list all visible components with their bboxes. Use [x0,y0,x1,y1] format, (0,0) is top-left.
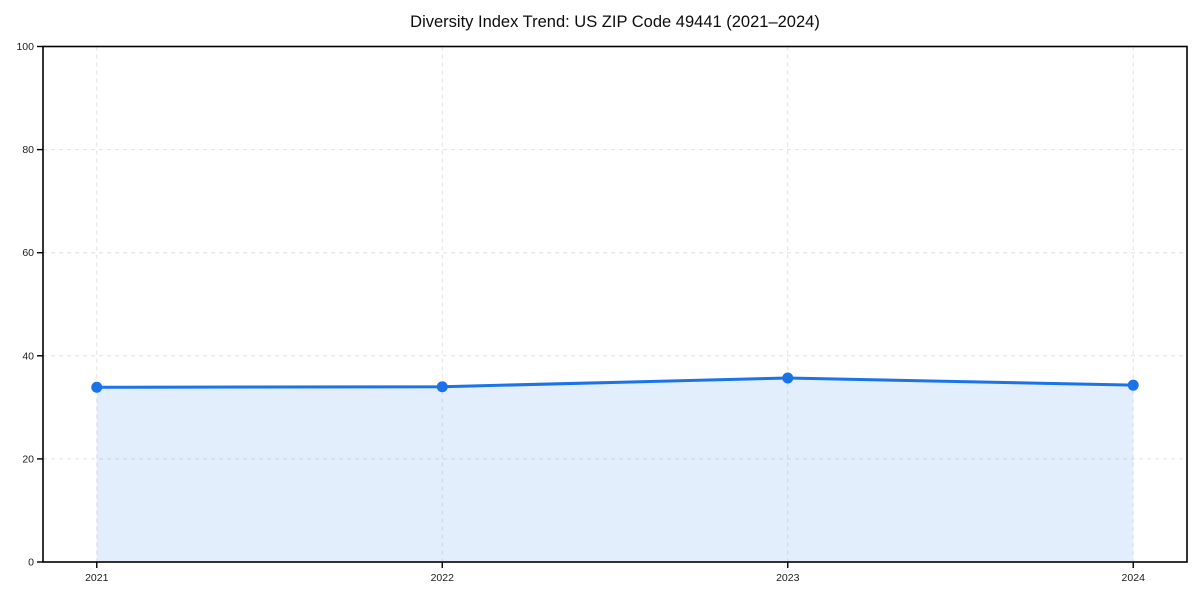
x-tick-label: 2022 [431,572,455,584]
data-point-2022 [436,381,448,393]
y-tick-label: 80 [22,144,34,156]
area-fill [96,377,1134,562]
x-tick-label: 2024 [1122,572,1146,584]
tick-marks-layer [37,45,1134,568]
y-tick-label: 0 [28,557,34,569]
data-point-2021 [91,381,103,393]
y-tick-label: 40 [22,350,34,362]
chart-title: Diversity Index Trend: US ZIP Code 49441… [410,13,820,31]
trend-line [95,376,1135,389]
axes-frame [42,45,1188,563]
y-tick-label: 20 [22,453,34,465]
x-tick-label: 2021 [85,572,109,584]
data-points-layer [91,372,1139,393]
data-point-2024 [1127,379,1139,391]
x-tick-label: 2023 [776,572,800,584]
trend-line-layer [95,376,1135,389]
data-point-2023 [782,372,794,384]
tick-labels-layer: 0 20 40 60 80 100 2021 2022 2023 2024 [16,41,1145,584]
y-tick-label: 100 [16,41,34,53]
area-fill-layer [96,377,1134,562]
axes-frame-layer [42,45,1188,563]
y-tick-label: 60 [22,247,34,259]
